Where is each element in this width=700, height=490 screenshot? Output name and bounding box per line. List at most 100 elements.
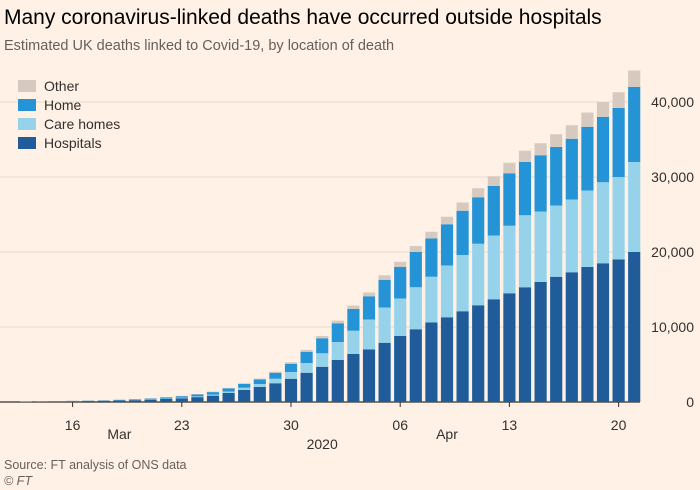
bar-segment-hospitals: [300, 372, 313, 402]
legend-swatch: [18, 118, 36, 130]
bar-segment-care-homes: [347, 330, 360, 354]
bar-segment-hospitals: [238, 390, 251, 402]
bar-segment-care-homes: [596, 182, 610, 264]
bar-segment-hospitals: [206, 395, 220, 403]
x-axis: 16 23 30 06 13 20 Mar Apr 2020: [65, 402, 627, 452]
bar-segment-hospitals: [362, 349, 376, 402]
bar-segment-hospitals: [394, 336, 407, 402]
x-month-label: Mar: [107, 426, 131, 442]
bar-segment-hospitals: [113, 400, 126, 402]
chart-title: Many coronavirus-linked deaths have occu…: [4, 6, 602, 29]
bar-segment-care-homes: [300, 363, 313, 373]
y-tick-label: 40,000: [651, 94, 694, 110]
bar-stacks: [19, 70, 641, 403]
bar-segment-hospitals: [596, 263, 610, 402]
x-month-label: Apr: [436, 426, 458, 442]
bar-segment-other: [238, 383, 251, 384]
y-axis: 0 10,000 20,000 30,000 40,000: [651, 94, 694, 410]
x-tick-label: 20: [611, 417, 627, 433]
bar-segment-other: [269, 371, 282, 373]
bar-segment-home: [440, 224, 454, 266]
bar-segment-care-homes: [362, 319, 376, 350]
x-tick-label: 06: [392, 417, 408, 433]
bar-segment-home: [300, 351, 313, 363]
bar-segment-home: [612, 108, 625, 177]
bar-segment-hospitals: [628, 252, 641, 402]
bar-segment-hospitals: [50, 401, 64, 402]
bar-segment-care-homes: [503, 225, 516, 294]
bar-segment-care-homes: [253, 384, 266, 387]
bar-segment-other: [628, 70, 641, 87]
bar-segment-care-homes: [238, 387, 251, 390]
bar-segment-hospitals: [191, 397, 204, 403]
source-note: Source: FT analysis of ONS data: [4, 458, 187, 472]
bar-segment-care-homes: [565, 199, 578, 273]
bar-segment-home: [503, 173, 516, 226]
x-tick-label: 30: [283, 417, 299, 433]
bar-segment-hospitals: [550, 276, 563, 402]
bar-segment-other: [284, 362, 298, 364]
bar-segment-other: [565, 125, 578, 139]
bar-segment-home: [284, 363, 298, 372]
bar-segment-home: [378, 279, 391, 308]
bar-segment-home: [191, 394, 204, 397]
bar-segment-other: [331, 320, 344, 324]
bar-segment-other: [394, 261, 407, 267]
bar-segment-hospitals: [35, 401, 48, 402]
bar-segment-other: [487, 176, 500, 186]
bar-segment-other: [222, 387, 235, 389]
bar-segment-home: [409, 252, 422, 288]
bar-segment-care-homes: [316, 353, 329, 367]
bar-segment-other: [347, 305, 360, 310]
bar-segment-care-homes: [331, 342, 344, 360]
bar-segment-other: [456, 202, 469, 211]
bar-segment-other: [518, 150, 532, 162]
bar-segment-hospitals: [144, 399, 157, 402]
bar-segment-home: [128, 399, 142, 400]
y-tick-label: 20,000: [651, 244, 694, 260]
bar-segment-other: [300, 349, 313, 352]
bar-segment-hospitals: [128, 400, 142, 403]
bar-segment-home: [347, 309, 360, 331]
bar-segment-hospitals: [518, 287, 532, 402]
bar-segment-other: [253, 378, 266, 380]
bar-segment-care-homes: [191, 396, 204, 398]
bar-segment-other: [316, 336, 329, 339]
bar-segment-home: [362, 296, 376, 320]
y-tick-label: 30,000: [651, 169, 694, 185]
bar-segment-hospitals: [378, 342, 391, 402]
bar-segment-hospitals: [160, 399, 173, 402]
bar-segment-other: [425, 231, 438, 239]
bar-segment-home: [487, 186, 500, 236]
bar-segment-home: [581, 126, 594, 191]
bar-segment-other: [581, 112, 594, 127]
bar-segment-other: [612, 92, 625, 108]
chart-subtitle: Estimated UK deaths linked to Covid-19, …: [4, 38, 395, 54]
bar-segment-care-homes: [518, 215, 532, 288]
bar-segment-care-homes: [222, 391, 235, 393]
bar-segment-hospitals: [97, 400, 110, 402]
bar-segment-hospitals: [581, 267, 594, 402]
bar-segment-home: [238, 384, 251, 388]
x-tick-label: 23: [174, 417, 190, 433]
bar-segment-home: [534, 155, 547, 212]
bar-segment-care-homes: [456, 255, 469, 312]
bar-segment-care-homes: [612, 177, 625, 260]
bar-segment-home: [206, 392, 220, 395]
bar-segment-home: [113, 399, 126, 401]
legend-swatch: [18, 80, 36, 92]
legend: Other Home Care homes Hospitals: [18, 78, 120, 151]
bar-segment-home: [253, 379, 266, 384]
bar-segment-care-homes: [628, 162, 641, 252]
bar-segment-hospitals: [425, 322, 438, 402]
bar-segment-hospitals: [175, 398, 188, 402]
bar-segment-care-homes: [284, 372, 298, 379]
bar-segment-home: [144, 398, 157, 400]
bar-segment-home: [175, 396, 188, 398]
y-tick-label: 10,000: [651, 319, 694, 335]
bar-segment-home: [518, 162, 532, 216]
bar-segment-other: [362, 292, 376, 297]
bar-segment-home: [316, 338, 329, 354]
bar-segment-hospitals: [222, 393, 235, 402]
bar-segment-hospitals: [66, 401, 79, 402]
